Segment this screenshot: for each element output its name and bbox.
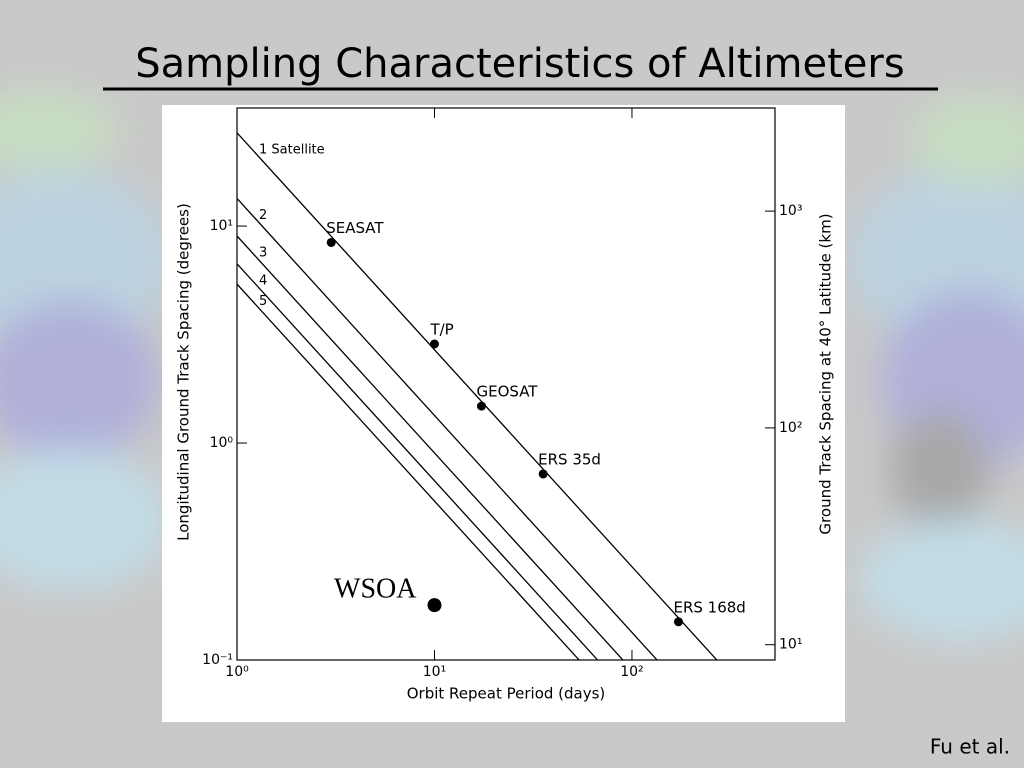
series-line: [237, 235, 624, 660]
y2-tick-label: 10³: [779, 203, 802, 219]
series-line: [237, 132, 718, 660]
point-label: ERS 35d: [538, 450, 601, 468]
background-map: [0, 90, 1024, 640]
data-point: [429, 339, 439, 349]
y2-tick-label: 10²: [779, 420, 802, 436]
series-label: 4: [259, 273, 267, 288]
series-label: 1 Satellite: [259, 142, 325, 157]
x-tick-label: 10⁰: [225, 664, 249, 680]
series-label: 2: [259, 208, 267, 223]
point-label: GEOSAT: [476, 383, 538, 401]
point-label: WSOA: [334, 574, 417, 605]
y-tick-label: 10⁰: [210, 435, 234, 451]
point-label: SEASAT: [326, 219, 384, 237]
series-label: 5: [259, 294, 267, 309]
x-tick-label: 10²: [620, 664, 643, 680]
data-point: [538, 469, 548, 479]
data-point: [673, 617, 683, 627]
data-point: [476, 401, 486, 411]
point-label: ERS 168d: [673, 598, 745, 616]
y-axis-label: Longitudinal Ground Track Spacing (degre…: [175, 203, 193, 541]
point-label: T/P: [429, 321, 453, 339]
y-tick-label: 10¹: [210, 218, 233, 234]
data-point: [427, 598, 442, 613]
y-tick-label: 10⁻¹: [202, 652, 233, 668]
credit: Fu et al.: [930, 735, 1010, 759]
series-line: [237, 283, 580, 660]
data-point: [326, 237, 336, 247]
y2-tick-label: 10¹: [779, 637, 802, 653]
x-tick-label: 10¹: [423, 664, 446, 680]
plot-frame: [236, 107, 776, 661]
series-line: [237, 198, 658, 660]
chart-panel: [162, 105, 845, 722]
y2-axis-label: Ground Track Spacing at 40° Latitude (km…: [817, 213, 835, 534]
series-label: 3: [259, 246, 267, 261]
x-axis-label: Orbit Repeat Period (days): [407, 685, 606, 703]
series-line: [237, 263, 599, 660]
slide-title: Sampling Characteristics of Altimeters: [135, 41, 904, 87]
